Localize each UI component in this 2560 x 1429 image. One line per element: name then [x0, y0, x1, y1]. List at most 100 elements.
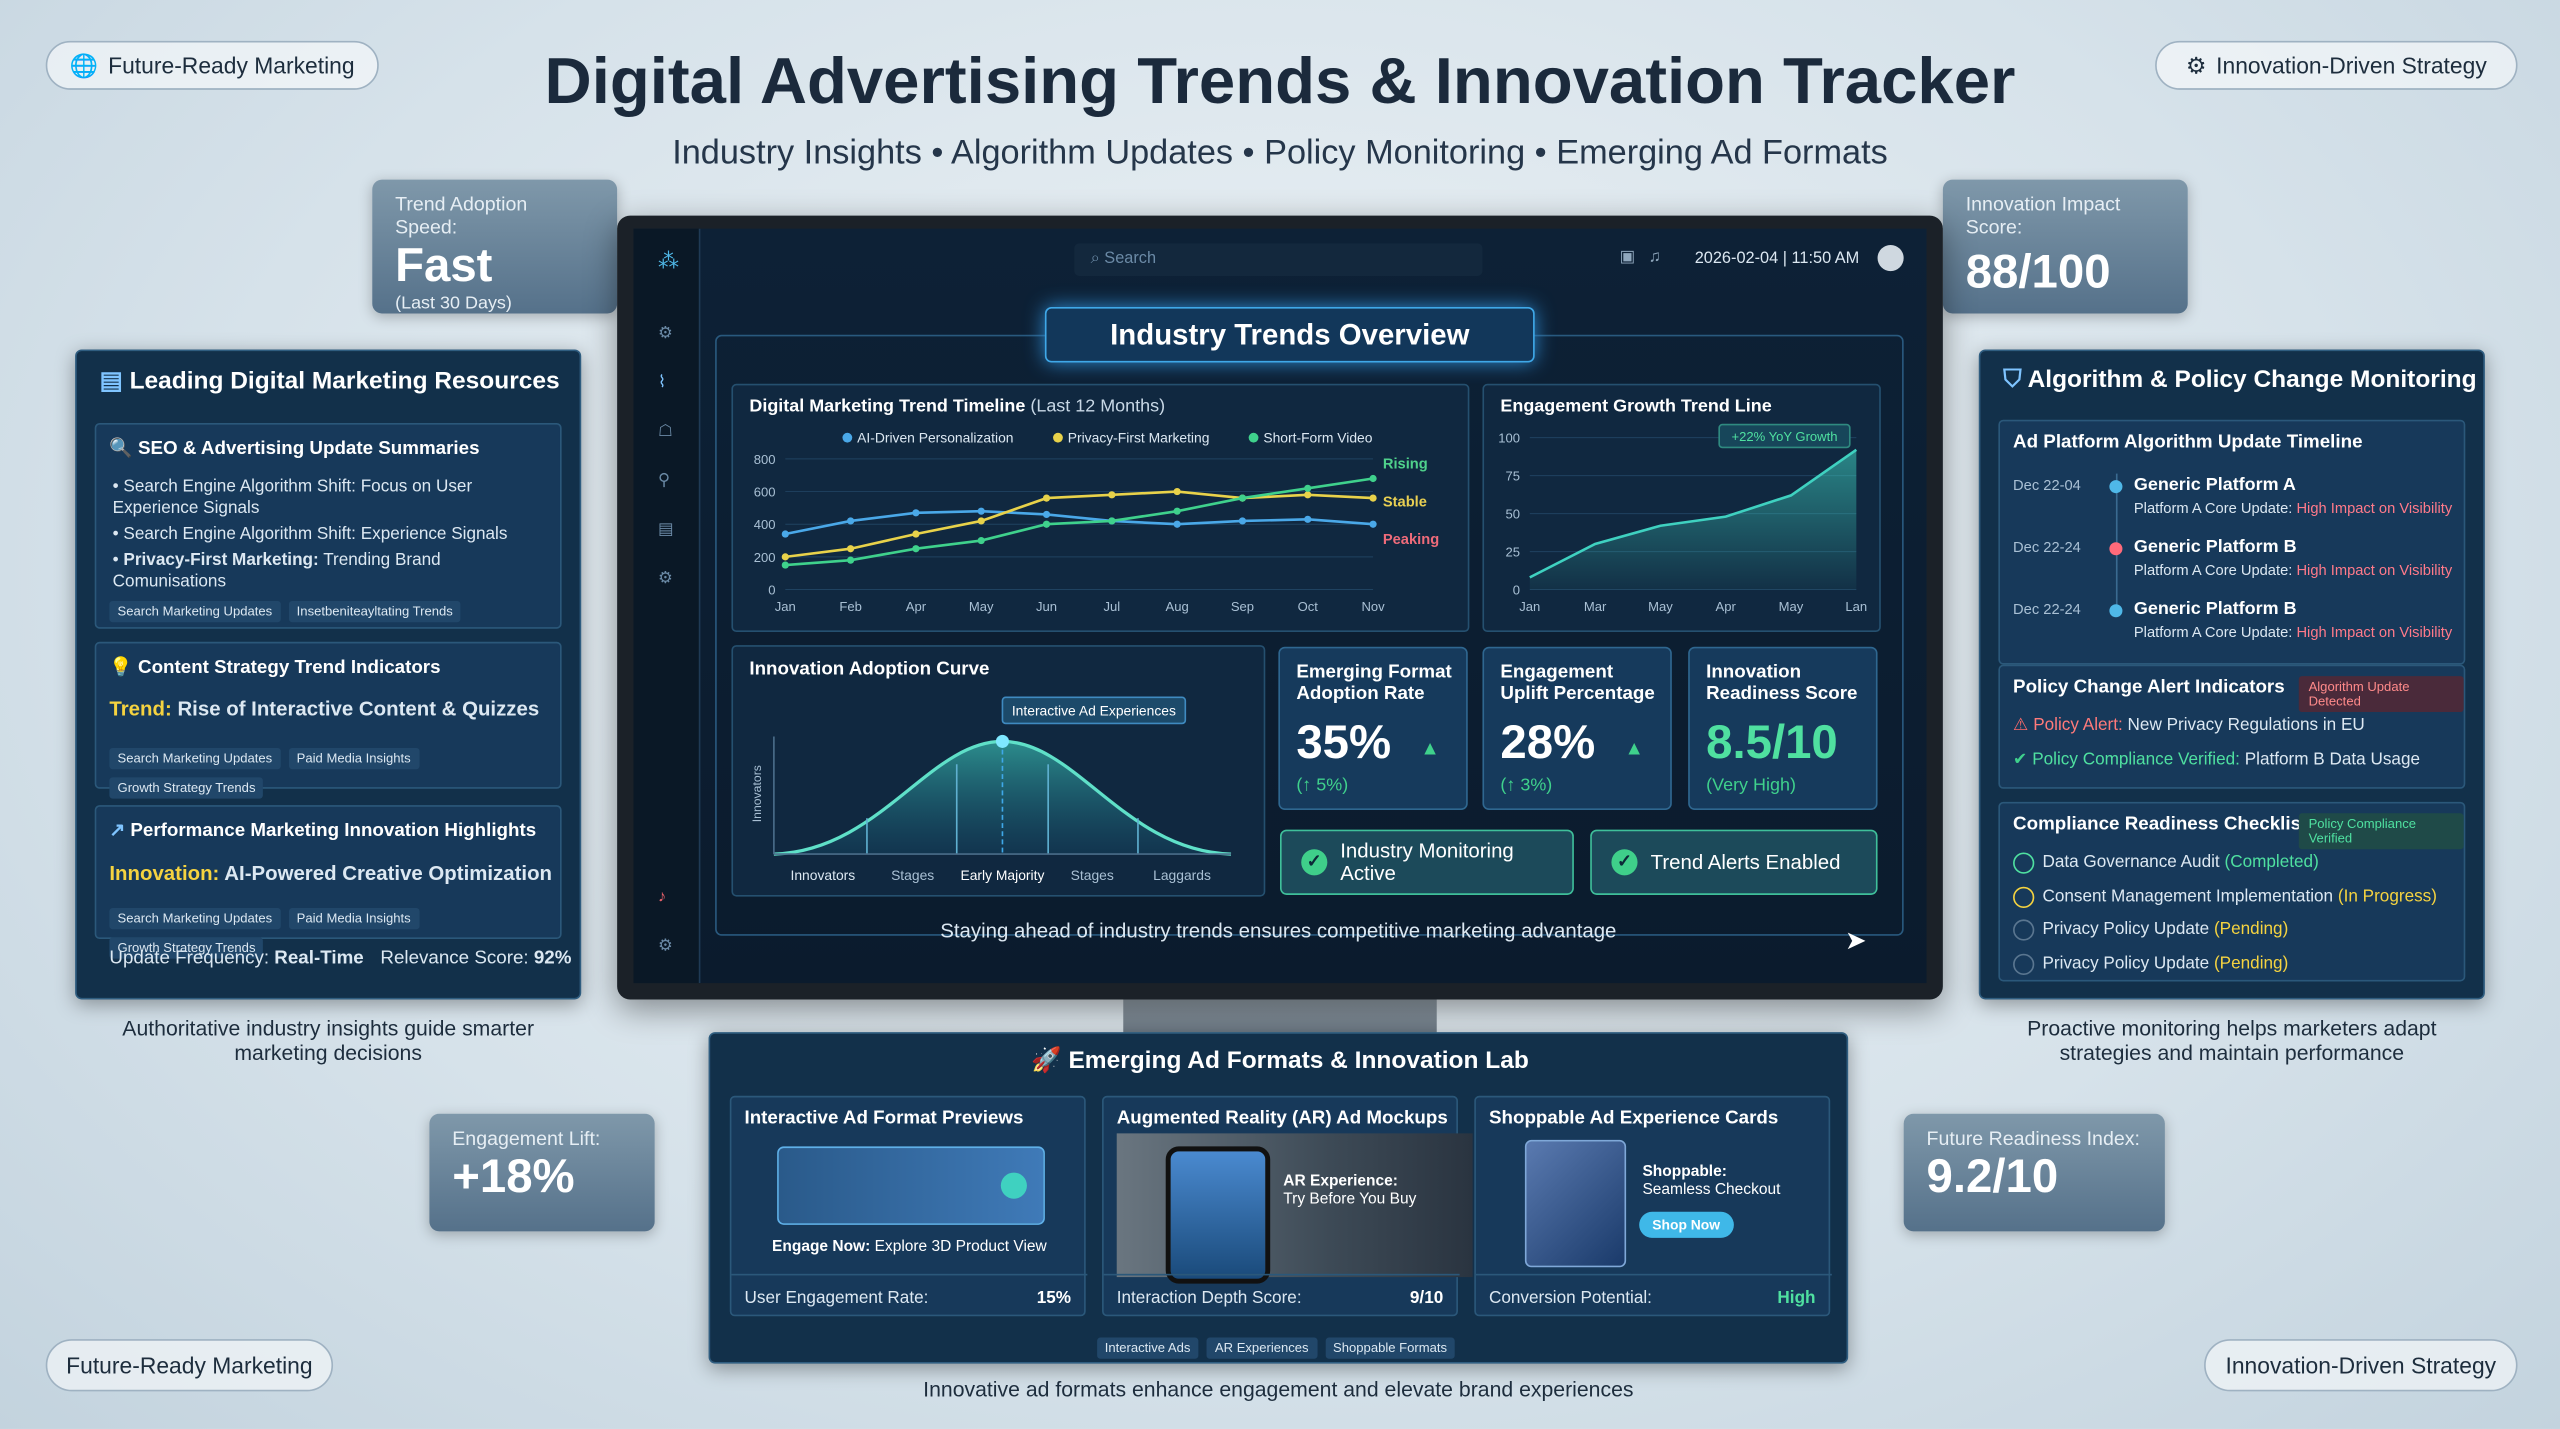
dashboard-footer: Staying ahead of industry trends ensures… — [940, 919, 1617, 943]
stat-card: Future Readiness Index: 9.2/10 — [1903, 1113, 2165, 1232]
x-tick-label: Feb — [839, 599, 861, 614]
lead: Platform A Core Update: — [2133, 499, 2293, 517]
status-button[interactable]: ✓ Trend Alerts Enabled — [1590, 829, 1878, 895]
caption: Authoritative industry insights guide sm… — [122, 1015, 535, 1065]
area-fill — [1529, 449, 1857, 590]
separator — [1103, 1273, 1460, 1276]
badge: Future-Ready Marketing — [45, 1339, 334, 1392]
section: Ad Platform Algorithm Update Timeline De… — [1998, 419, 2466, 665]
search-placeholder: Search — [1104, 249, 1157, 268]
avatar[interactable] — [1877, 244, 1904, 272]
lead: Engage Now: — [772, 1237, 871, 1256]
section-title: Ad Platform Algorithm Update Timeline — [2013, 432, 2363, 453]
point — [1369, 474, 1377, 483]
value: 92% — [533, 948, 572, 969]
metric-change: (Very High) — [1706, 775, 1796, 796]
metric-value: High — [1777, 1288, 1816, 1309]
item-status: (In Progress) — [2337, 885, 2437, 906]
chart-title: Digital Marketing Trend Timeline (Last 1… — [749, 396, 1165, 416]
caption: Proactive monitoring helps marketers ada… — [2027, 1015, 2437, 1065]
lead: Innovation: — [109, 862, 220, 886]
date: Dec 22-24 — [2013, 538, 2081, 556]
badge: 🌐 Future-Ready Marketing — [45, 40, 379, 90]
point — [847, 545, 855, 553]
curve-area — [773, 741, 1232, 855]
series-line — [785, 490, 1374, 559]
x-label: Laggards — [1153, 867, 1211, 883]
panel-title: Algorithm & Policy Change Monitoring — [2027, 365, 2477, 394]
checklist-item: Privacy Policy Update (Pending) — [2042, 919, 2288, 939]
x-tick-label: Apr — [1716, 599, 1737, 614]
shop-button[interactable]: Shop Now — [1639, 1211, 1734, 1238]
bullet: • Search Engine Algorithm Shift: Focus o… — [112, 476, 473, 518]
lead: Platform A Core Update: — [2133, 561, 2293, 579]
title-text: Digital Marketing Trend Timeline — [749, 396, 1025, 416]
checklist-item: Privacy Policy Update (Pending) — [2042, 953, 2288, 973]
update-text: Platform A Core Update: High Impact on V… — [2134, 500, 2452, 516]
section-title: Compliance Readiness Checklist — [2013, 814, 2308, 835]
datetime: 2026-02-04 | 11:50 AM — [1694, 249, 1860, 268]
item-text: Data Governance Audit — [2042, 852, 2220, 873]
badge: ⚙ Innovation-Driven Strategy — [2155, 40, 2518, 90]
badge: Policy Compliance Verified — [2298, 813, 2464, 850]
tag: Growth Strategy Trends — [109, 777, 264, 799]
badge: Algorithm Update Detected — [2298, 676, 2464, 713]
tag: Growth Strategy Trends — [109, 937, 264, 959]
tag: Paid Media Insights — [288, 908, 419, 930]
point — [1369, 520, 1377, 528]
search-box[interactable]: ⌕ Search — [1074, 243, 1483, 276]
x-tick-label: Apr — [906, 599, 927, 614]
y-tick-label: 50 — [1505, 507, 1520, 522]
y-tick-label: 25 — [1505, 544, 1520, 559]
timeline-dot — [2109, 604, 2123, 618]
point — [912, 530, 920, 538]
legend-swatch — [1248, 432, 1259, 443]
ad-copy: AR Experience: Try Before You Buy — [1283, 1173, 1453, 1209]
section: Policy Change Alert Indicators Algorithm… — [1998, 664, 2466, 789]
adoption-curve: Innovation Adoption Curve Interactive Ad… — [731, 645, 1266, 897]
badge-text: Future-Ready Marketing — [66, 1352, 313, 1379]
metric-value: 15% — [1036, 1288, 1072, 1309]
point — [1173, 520, 1181, 528]
cursor: ➤ — [1844, 927, 1867, 956]
sidebar — [633, 228, 701, 984]
chart-title: Engagement Growth Trend Line — [1500, 396, 1771, 416]
point — [977, 507, 985, 515]
ad-copy: Shoppable: Seamless Checkout — [1642, 1163, 1822, 1199]
area-chart: Engagement Growth Trend Line 0 25 50 75 100 Ja… — [1482, 383, 1881, 633]
subtitle: (Last 12 Months) — [1030, 396, 1165, 416]
x-tick-label: Jan — [1519, 599, 1540, 614]
stat-label: Engagement Lift: — [452, 1126, 601, 1150]
x-tick-label: Nov — [1361, 599, 1385, 614]
annotation-box — [1718, 423, 1851, 449]
legend-label: Privacy-First Marketing — [1068, 430, 1210, 446]
metric-change: (↑ 3%) — [1500, 775, 1553, 796]
point — [977, 536, 985, 545]
y-tick-label: 200 — [754, 550, 776, 565]
metric-value: 28% — [1500, 716, 1596, 770]
phone — [1165, 1146, 1271, 1284]
item-text: Privacy Policy Update — [2042, 952, 2210, 973]
metric-label: Innovation Readiness Score — [1706, 663, 1858, 704]
lead: AR Experience: — [1283, 1172, 1398, 1191]
point — [1042, 510, 1051, 519]
y-axis-label: Innovators — [750, 765, 764, 822]
point — [1173, 487, 1181, 496]
tag: Search Marketing Updates — [109, 747, 281, 770]
badge-text: Future-Ready Marketing — [108, 52, 355, 79]
text: Try Before You Buy — [1283, 1190, 1417, 1209]
text: Explore 3D Product View — [874, 1237, 1047, 1256]
metric-value: 35% — [1296, 716, 1392, 770]
x-label: Early Majority — [960, 867, 1044, 883]
stat-value: Fast — [395, 240, 493, 293]
point — [1042, 520, 1051, 528]
point — [781, 530, 789, 538]
annotation: Rising — [1383, 457, 1428, 473]
card-title: Augmented Reality (AR) Ad Mockups — [1116, 1108, 1448, 1129]
up-arrow: ▲ — [1420, 736, 1440, 760]
legend-label: Short-Form Video — [1263, 430, 1372, 446]
metric-card: Engagement Uplift Percentage 28% ▲ (↑ 3%) — [1482, 646, 1672, 811]
status-button[interactable]: ✓ Industry Monitoring Active — [1279, 829, 1574, 895]
legend-swatch — [1053, 432, 1063, 443]
annotation: Stable — [1383, 494, 1427, 510]
